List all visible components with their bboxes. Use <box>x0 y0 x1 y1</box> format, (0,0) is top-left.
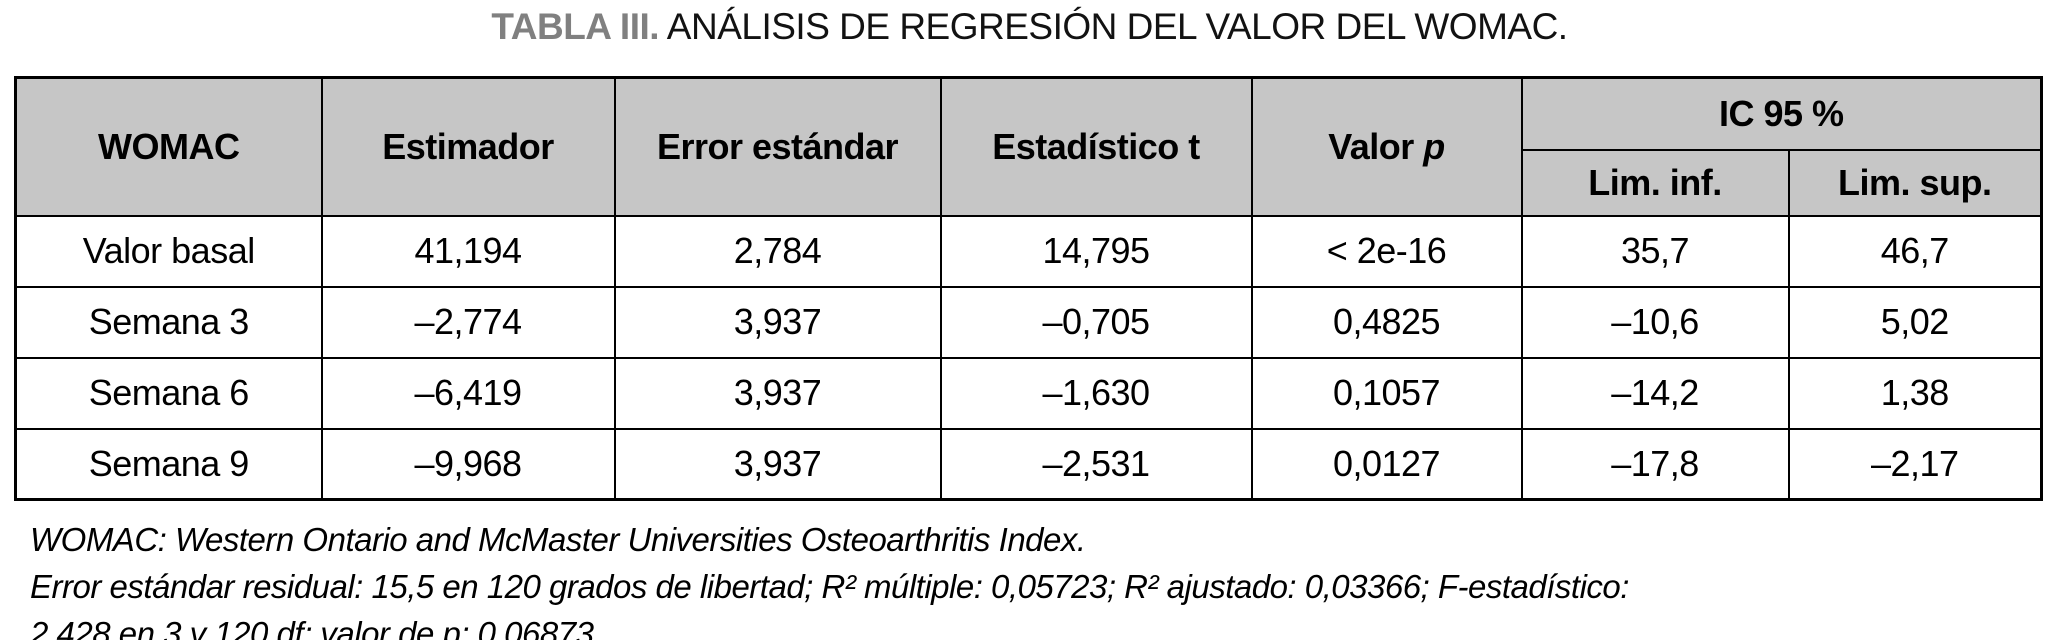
cell-lim-inf: –17,8 <box>1520 427 1790 501</box>
col-header-lim-sup: Lim. sup. <box>1787 148 2043 217</box>
cell-valor-p: 0,0127 <box>1250 427 1523 501</box>
col-header-ic95: IC 95 % <box>1520 76 2043 151</box>
cell-estadistico-t: –0,705 <box>939 285 1253 359</box>
table-header: WOMAC Estimador Error estándar Estadísti… <box>14 76 2043 217</box>
valor-p-symbol: p <box>1423 125 1445 167</box>
cell-error-estandar: 3,937 <box>613 285 942 359</box>
cell-estadistico-t: –2,531 <box>939 427 1253 501</box>
table-body: Valor basal 41,194 2,784 14,795 < 2e-16 … <box>14 214 2043 501</box>
col-header-estimador: Estimador <box>320 76 616 217</box>
table-title: TABLA III. ANÁLISIS DE REGRESIÓN DEL VAL… <box>0 6 2059 48</box>
col-header-error-estandar: Error estándar <box>613 76 942 217</box>
col-header-lim-inf: Lim. inf. <box>1520 148 1790 217</box>
cell-estimador: –9,968 <box>320 427 616 501</box>
table-footnotes: WOMAC: Western Ontario and McMaster Univ… <box>30 516 2040 640</box>
cell-womac: Semana 9 <box>14 427 323 501</box>
cell-estadistico-t: –1,630 <box>939 356 1253 430</box>
footnote-abbreviation: WOMAC: Western Ontario and McMaster Univ… <box>30 521 1086 558</box>
cell-lim-sup: 46,7 <box>1787 214 2043 288</box>
cell-error-estandar: 3,937 <box>613 356 942 430</box>
cell-estimador: 41,194 <box>320 214 616 288</box>
table-title-text: ANÁLISIS DE REGRESIÓN DEL VALOR DEL WOMA… <box>659 6 1568 47</box>
col-header-womac: WOMAC <box>14 76 323 217</box>
cell-lim-inf: 35,7 <box>1520 214 1790 288</box>
cell-estimador: –2,774 <box>320 285 616 359</box>
cell-lim-sup: –2,17 <box>1787 427 2043 501</box>
table-title-label: TABLA III. <box>491 6 660 47</box>
cell-valor-p: 0,1057 <box>1250 356 1523 430</box>
cell-estimador: –6,419 <box>320 356 616 430</box>
cell-estadistico-t: 14,795 <box>939 214 1253 288</box>
col-header-valor-p: Valor p <box>1250 76 1523 217</box>
table-row-semana-3: Semana 3 –2,774 3,937 –0,705 0,4825 –10,… <box>14 285 2043 359</box>
cell-valor-p: 0,4825 <box>1250 285 1523 359</box>
footnote-statistics-line2: 2,428 en 3 y 120 df; valor de p: 0,06873… <box>30 615 603 640</box>
cell-lim-inf: –10,6 <box>1520 285 1790 359</box>
footnote-statistics-line1: Error estándar residual: 15,5 en 120 gra… <box>30 568 1629 605</box>
cell-lim-sup: 1,38 <box>1787 356 2043 430</box>
col-header-estadistico-t: Estadístico t <box>939 76 1253 217</box>
table-row-valor-basal: Valor basal 41,194 2,784 14,795 < 2e-16 … <box>14 214 2043 288</box>
cell-lim-sup: 5,02 <box>1787 285 2043 359</box>
table-row-semana-9: Semana 9 –9,968 3,937 –2,531 0,0127 –17,… <box>14 427 2043 501</box>
cell-valor-p: < 2e-16 <box>1250 214 1523 288</box>
cell-error-estandar: 2,784 <box>613 214 942 288</box>
cell-lim-inf: –14,2 <box>1520 356 1790 430</box>
regression-table: WOMAC Estimador Error estándar Estadísti… <box>14 76 2043 501</box>
cell-womac: Semana 3 <box>14 285 323 359</box>
valor-p-prefix: Valor <box>1328 125 1424 167</box>
cell-womac: Valor basal <box>14 214 323 288</box>
table-row-semana-6: Semana 6 –6,419 3,937 –1,630 0,1057 –14,… <box>14 356 2043 430</box>
cell-error-estandar: 3,937 <box>613 427 942 501</box>
cell-womac: Semana 6 <box>14 356 323 430</box>
